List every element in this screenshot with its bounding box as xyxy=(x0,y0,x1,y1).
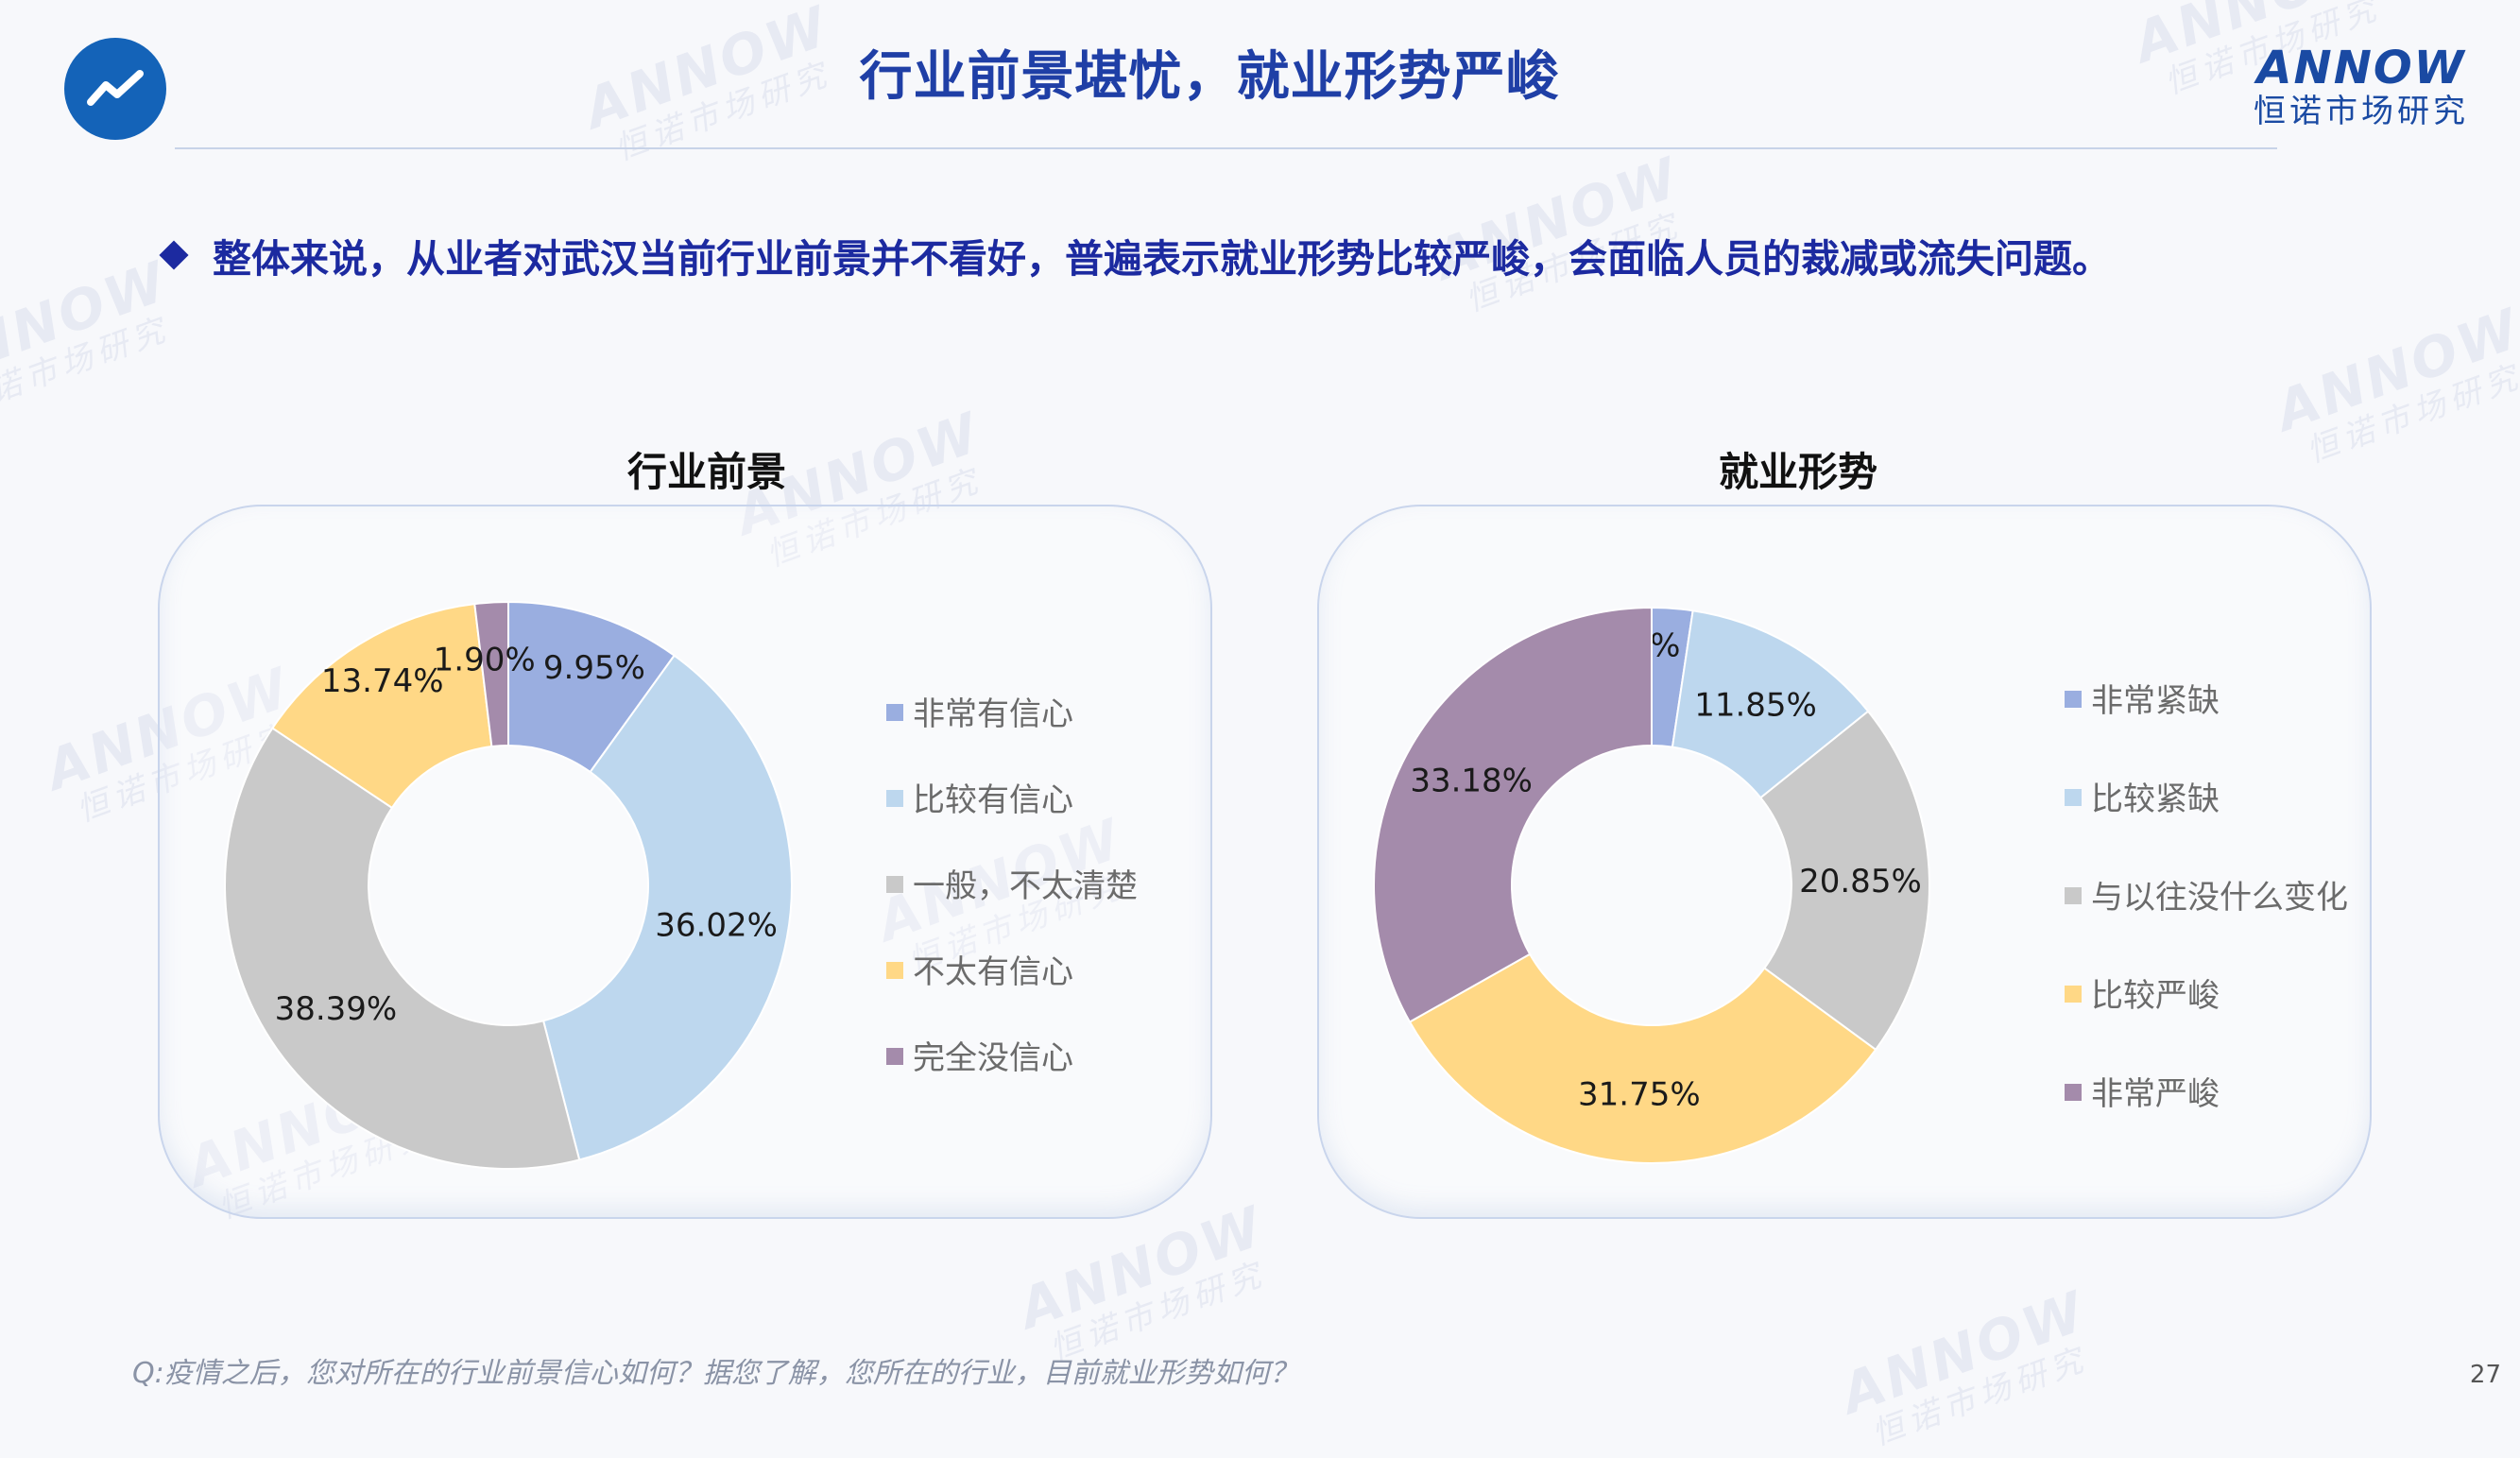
donut-slice xyxy=(271,603,493,810)
chart-title-employment-situation: 就业形势 xyxy=(1718,449,1877,495)
summary-text: 整体来说，从业者对武汉当前行业前景并不看好，普遍表示就业形势比较严峻，会面临人员… xyxy=(213,236,2111,282)
legend-label: 比较有信心 xyxy=(913,781,1073,819)
legend-swatch xyxy=(2065,887,2082,904)
data-label: 1.90% xyxy=(434,641,536,678)
legend-swatch xyxy=(2065,691,2082,708)
data-label: 31.75% xyxy=(1578,1076,1701,1114)
donut-slice xyxy=(224,727,581,1170)
legend-label: 比较紧缺 xyxy=(2091,780,2220,818)
survey-question-footnote: Q:疫情之后，您对所在的行业前景信心如何？据您了解，您所在的行业，目前就业形势如… xyxy=(132,1357,1298,1390)
data-label: 33.18% xyxy=(1410,763,1533,800)
legend-label: 完全没信心 xyxy=(913,1039,1073,1077)
summary-bullet: 整体来说，从业者对武汉当前行业前景并不看好，普遍表示就业形势比较严峻，会面临人员… xyxy=(156,227,2424,283)
data-label: 11.85% xyxy=(1694,686,1817,724)
donut-slice xyxy=(541,654,793,1161)
header-divider xyxy=(175,147,2277,149)
data-label: 20.85% xyxy=(1799,863,1922,901)
data-label: 38.39% xyxy=(275,990,398,1028)
legend-swatch xyxy=(886,962,903,979)
legend-swatch xyxy=(886,1048,903,1065)
chart-title-industry-outlook: 行业前景 xyxy=(626,449,786,495)
legend-swatch xyxy=(886,790,903,807)
legend-swatch xyxy=(886,704,903,721)
legend-swatch xyxy=(2065,1084,2082,1101)
brand-subtitle: 恒诺市场研究 xyxy=(2254,93,2469,130)
legend-label: 与以往没什么变化 xyxy=(2091,879,2348,917)
trend-chart-icon xyxy=(64,38,166,140)
legend-label: 不太有信心 xyxy=(913,953,1073,991)
data-label: 9.95% xyxy=(543,649,645,687)
donut-slice xyxy=(1671,609,1870,799)
page-number: 27 xyxy=(2469,1361,2501,1389)
legend-label: 非常紧缺 xyxy=(2091,682,2220,720)
legend-label: 一般，不太清楚 xyxy=(913,867,1138,905)
donut-slice xyxy=(473,600,509,748)
legend-swatch xyxy=(2065,986,2082,1003)
data-label: 36.02% xyxy=(655,906,778,944)
donut-slice xyxy=(1758,710,1930,1052)
page-title: 行业前景堪忧，就业形势严峻 xyxy=(859,46,1560,108)
brand-name: ANNOW xyxy=(2256,42,2466,94)
donut-slice xyxy=(1408,952,1877,1164)
data-label: 13.74% xyxy=(321,662,444,700)
legend-label: 非常有信心 xyxy=(913,695,1073,733)
legend-swatch xyxy=(2065,789,2082,806)
brand-logo: ANNOW 恒诺市场研究 xyxy=(2238,43,2484,130)
legend-label: 比较严峻 xyxy=(2091,977,2220,1015)
donut-slice xyxy=(1373,606,1653,1023)
donut-charts: 9.95% 36.02% 38.39% 13.74%1.90% 非常有信心比较有信心一般… xyxy=(224,600,2348,1170)
legend-label: 非常严峻 xyxy=(2091,1075,2220,1113)
legend-swatch xyxy=(886,876,903,893)
